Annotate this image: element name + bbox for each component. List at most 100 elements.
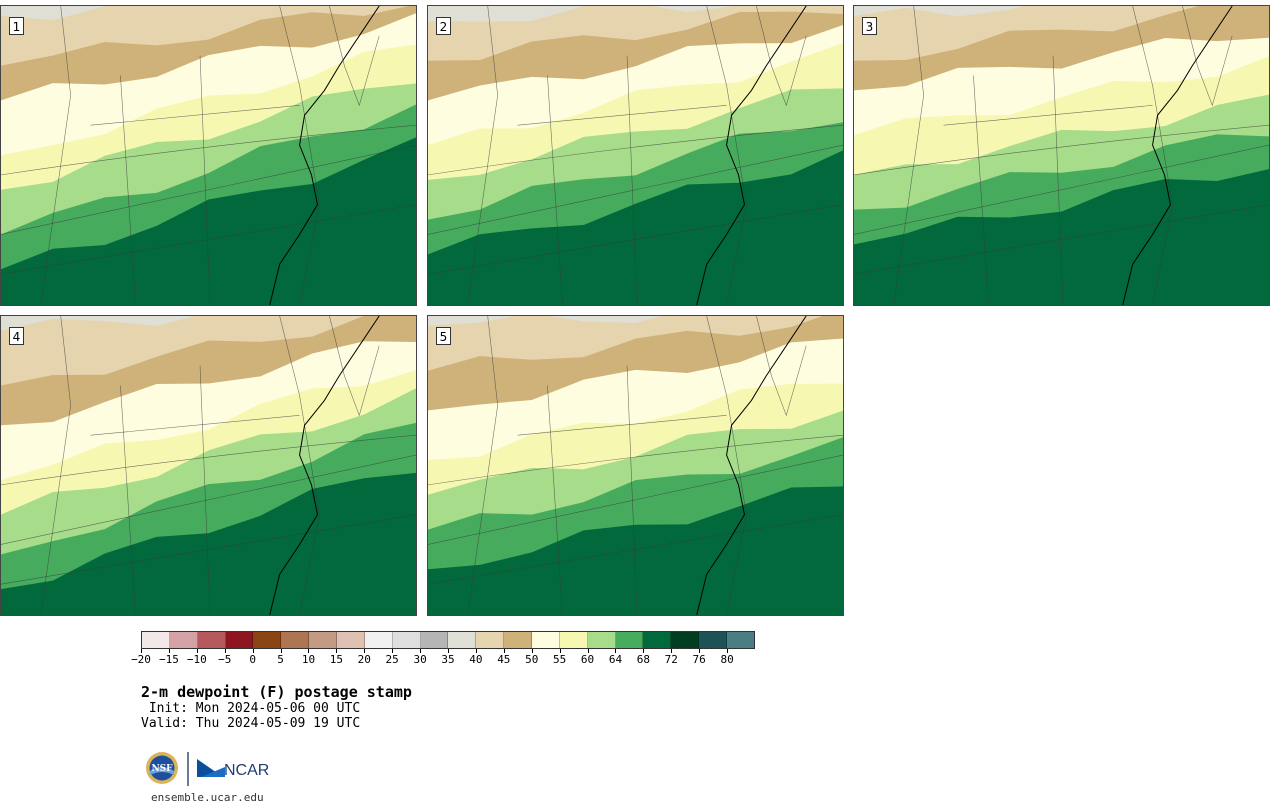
state-boundary — [1, 204, 416, 275]
site-url: ensemble.ucar.edu — [151, 791, 264, 804]
state-boundary — [428, 454, 843, 545]
colorbar-tick-label: 76 — [692, 653, 706, 666]
colorbar-tick-mark — [224, 649, 226, 653]
colorbar-tick-label: −5 — [218, 653, 232, 666]
state-boundary — [1, 454, 416, 545]
colorbar-segment — [643, 632, 672, 648]
colorbar-tick-label: 80 — [720, 653, 734, 666]
colorbar-segment — [392, 632, 421, 648]
colorbar-tick-label: −15 — [158, 653, 179, 666]
colorbar-tick-label: 35 — [441, 653, 455, 666]
colorbar-segment — [337, 632, 365, 648]
colorbar-tick-mark — [252, 649, 254, 653]
colorbar-segment — [504, 632, 533, 648]
dewpoint-band — [428, 486, 843, 615]
map-panel-5: 5 — [427, 315, 844, 616]
colorbar-segment — [364, 632, 393, 648]
colorbar-tick-mark — [448, 649, 449, 653]
colorbar-segment — [197, 632, 226, 648]
colorbar-segment — [727, 632, 754, 648]
colorbar-tick-label: 15 — [329, 653, 343, 666]
colorbar — [141, 631, 755, 649]
colorbar-tick-mark — [503, 649, 505, 653]
state-boundary — [517, 415, 727, 436]
state-boundary — [756, 6, 807, 107]
state-boundary — [329, 6, 380, 107]
logo-divider — [187, 752, 189, 786]
state-boundary — [517, 105, 727, 126]
state-boundary — [279, 6, 320, 305]
colorbar-segment — [253, 632, 282, 648]
colorbar-tick-mark — [392, 649, 394, 653]
state-boundary — [428, 204, 843, 275]
state-boundary — [706, 316, 747, 615]
state-boundary — [1, 144, 416, 235]
state-boundary — [1182, 6, 1233, 107]
dewpoint-band — [854, 169, 1269, 305]
nsf-logo-text: NSF — [151, 764, 173, 774]
colorbar-tick-mark — [141, 649, 142, 653]
colorbar-tick-mark — [280, 649, 282, 653]
state-boundary — [428, 124, 843, 176]
colorbar-tick-label: 55 — [553, 653, 567, 666]
state-boundary — [756, 316, 807, 417]
state-boundary — [626, 365, 638, 615]
panel-number: 4 — [9, 327, 24, 345]
state-boundary — [854, 124, 1269, 176]
state-boundary — [199, 365, 211, 615]
colorbar-segment — [225, 632, 254, 648]
state-boundary — [90, 105, 300, 126]
colorbar-tick-label: 64 — [608, 653, 623, 666]
colorbar-tick-mark — [475, 649, 477, 653]
dewpoint-map — [1, 316, 416, 615]
colorbar-segment — [559, 632, 588, 648]
ncar-logo-text: NCAR — [224, 762, 269, 779]
coastline — [696, 316, 807, 615]
state-boundary — [40, 316, 71, 615]
colorbar-tick-mark — [671, 649, 673, 653]
colorbar-tick-label: 5 — [277, 653, 284, 666]
state-boundary — [943, 105, 1153, 126]
colorbar-tick-label: 0 — [249, 653, 256, 666]
state-boundary — [428, 514, 843, 585]
colorbar-segment — [420, 632, 449, 648]
state-boundary — [199, 55, 211, 305]
state-boundary — [329, 316, 380, 417]
colorbar-tick-label: 40 — [469, 653, 483, 666]
colorbar-tick-mark — [336, 649, 338, 653]
colorbar-tick-label: 45 — [497, 653, 511, 666]
colorbar-tick-label: 60 — [580, 653, 595, 666]
map-panel-1: 1 — [0, 5, 417, 306]
colorbar-segment — [532, 632, 560, 648]
colorbar-tick-mark — [308, 649, 310, 653]
valid-time: Valid: Thu 2024-05-09 19 UTC — [141, 716, 361, 731]
colorbar-tick-label: 30 — [413, 653, 427, 666]
colorbar-segment — [142, 632, 170, 648]
state-boundary — [854, 204, 1269, 275]
panel-number: 1 — [9, 17, 24, 35]
state-boundary — [854, 144, 1269, 235]
coastline — [696, 6, 807, 305]
state-boundary — [467, 316, 498, 615]
panel-number: 5 — [436, 327, 451, 345]
colorbar-tick-mark — [531, 649, 533, 653]
colorbar-tick-label: 68 — [636, 653, 650, 666]
colorbar-segment — [281, 632, 310, 648]
state-boundary — [626, 55, 638, 305]
state-boundary — [547, 75, 563, 305]
state-boundary — [1, 124, 416, 176]
dewpoint-map — [1, 6, 416, 305]
dewpoint-band — [428, 150, 843, 305]
colorbar-tick-mark — [420, 649, 422, 653]
colorbar-tick-label: −20 — [131, 653, 151, 666]
nsf-logo: NSF — [146, 752, 178, 784]
colorbar-tick-label: 72 — [664, 653, 678, 666]
colorbar-tick-label: −10 — [186, 653, 207, 666]
state-boundary — [1, 514, 416, 585]
state-boundary — [1, 434, 416, 486]
state-boundary — [1052, 55, 1064, 305]
colorbar-tick-mark — [699, 649, 701, 653]
dewpoint-band — [1, 137, 416, 305]
state-boundary — [120, 385, 136, 615]
page-title: 2-m dewpoint (F) postage stamp — [141, 683, 412, 701]
